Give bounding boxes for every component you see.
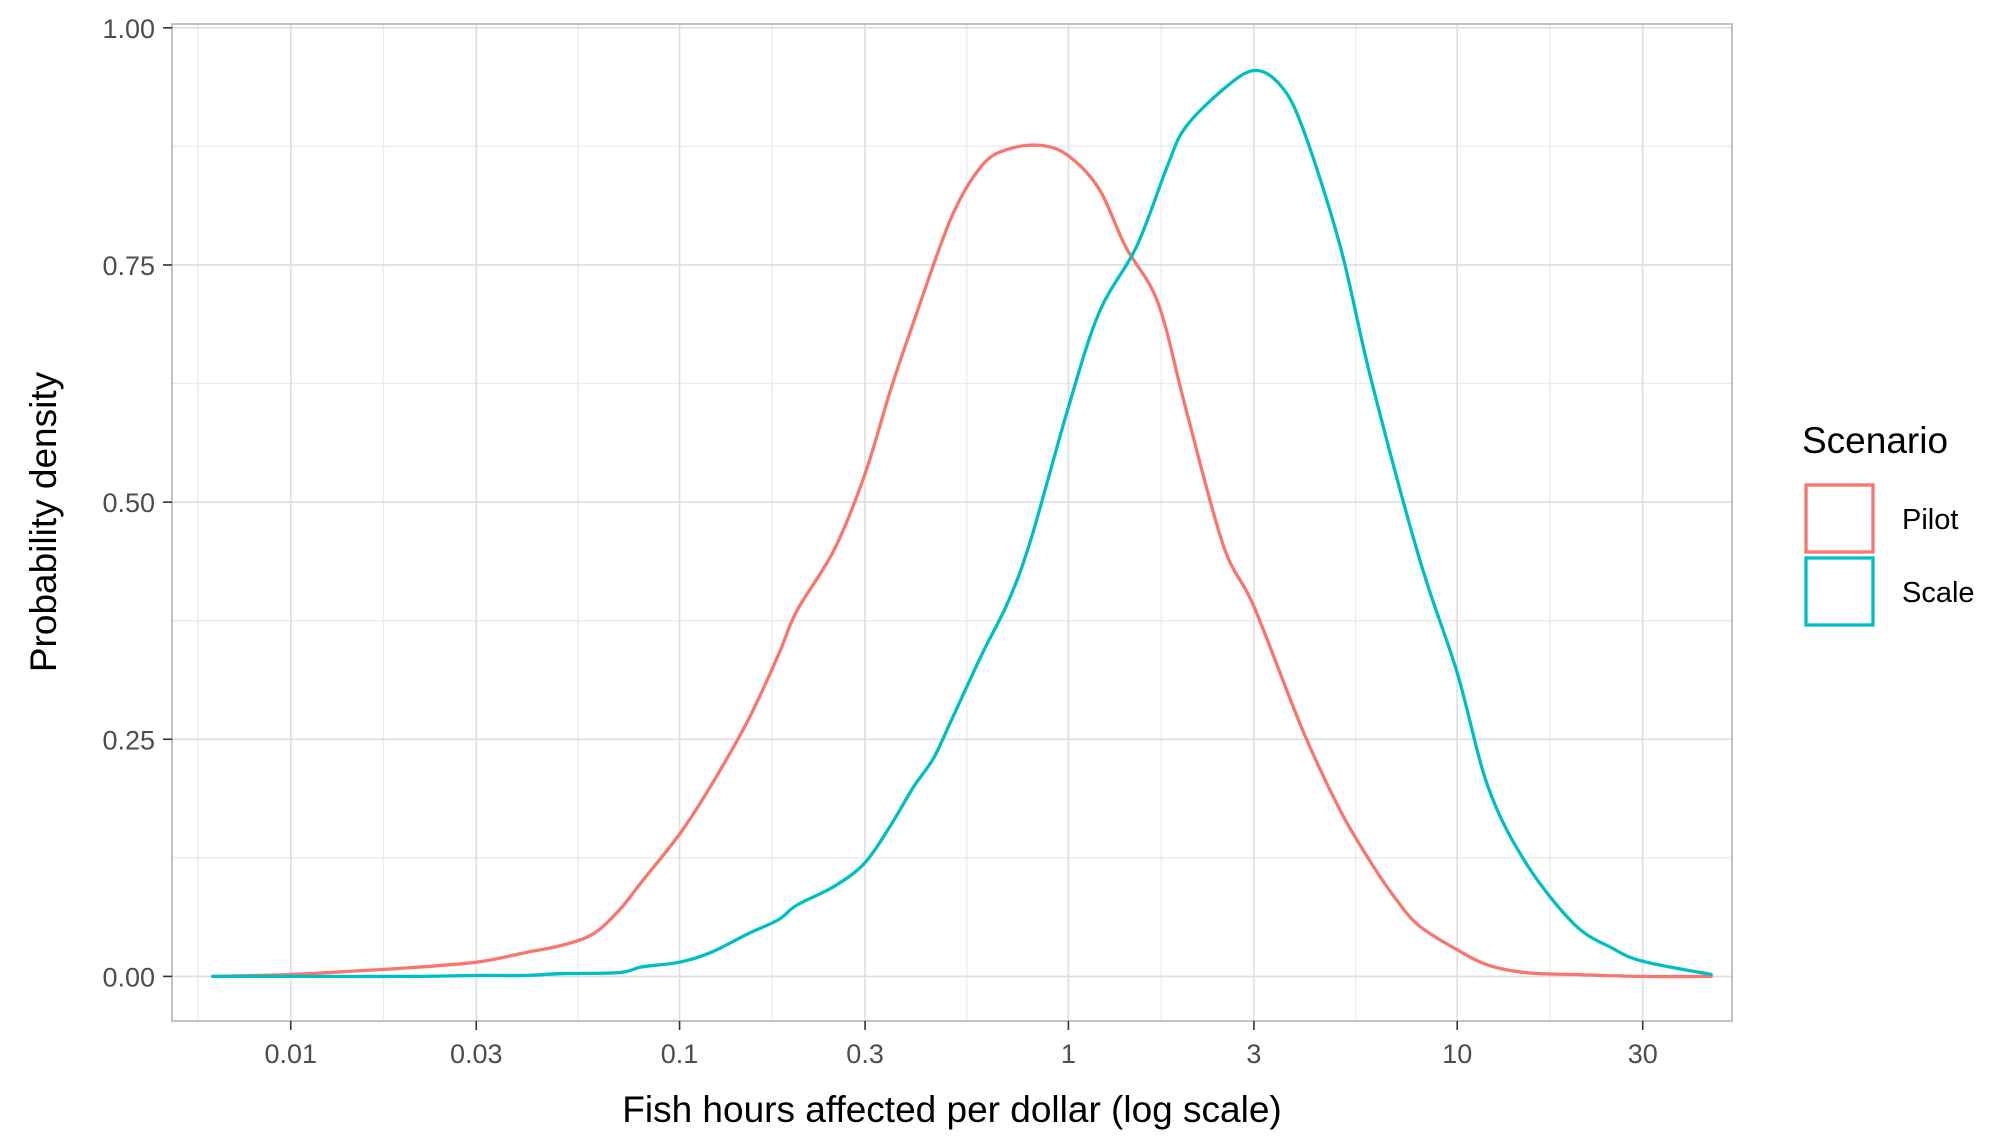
y-tick-label: 0.25: [102, 725, 155, 755]
panel-border: [171, 23, 1733, 1022]
series-line-scale: [211, 68, 1713, 979]
minor-gridlines: [172, 24, 1732, 1021]
x-tick-label: 0.03: [450, 1039, 503, 1069]
y-axis-tick-labels: 0.00 0.25 0.50 0.75 1.00: [102, 14, 155, 993]
x-tick-label: 1: [1061, 1039, 1076, 1069]
x-tick-label: 0.3: [846, 1039, 884, 1069]
y-axis-title: Probability density: [23, 371, 64, 672]
axis-ticks: [163, 26, 1644, 1030]
y-tick-label: 1.00: [102, 14, 155, 44]
legend-key-pilot: [1804, 483, 1875, 554]
y-tick-label: 0.00: [102, 962, 155, 992]
legend-key-scale: [1804, 556, 1875, 627]
x-tick-label: 30: [1628, 1039, 1658, 1069]
x-tick-label: 0.01: [264, 1039, 317, 1069]
x-axis-tick-labels: 0.01 0.03 0.1 0.3 1 3 10 30: [264, 1039, 1657, 1069]
y-tick-label: 0.50: [102, 488, 155, 518]
series-line-pilot: [211, 143, 1713, 979]
legend-title: Scenario: [1802, 420, 1948, 461]
x-axis-title: Fish hours affected per dollar (log scal…: [622, 1089, 1281, 1130]
legend-label-scale: Scale: [1902, 577, 1975, 609]
legend: Scenario Pilot Scale: [1802, 420, 1975, 627]
x-tick-label: 0.1: [661, 1039, 699, 1069]
x-tick-label: 10: [1442, 1039, 1472, 1069]
legend-label-pilot: Pilot: [1902, 504, 1958, 536]
series-lines: [211, 68, 1713, 979]
y-tick-label: 0.75: [102, 251, 155, 281]
x-tick-label: 3: [1246, 1039, 1261, 1069]
